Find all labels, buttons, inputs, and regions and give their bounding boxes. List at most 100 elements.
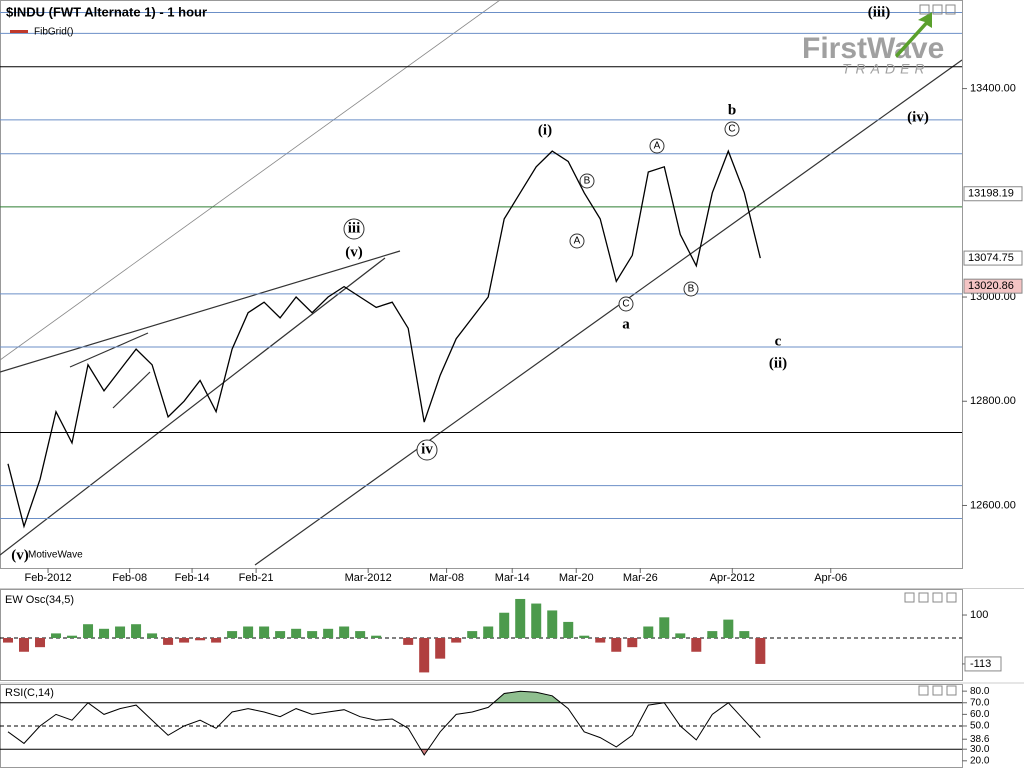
wave-label: (ii) xyxy=(769,355,787,371)
control-icon[interactable] xyxy=(932,4,943,15)
price-label-box xyxy=(963,278,1023,294)
osc-bar xyxy=(243,626,254,638)
price-label: 13198.19 xyxy=(968,188,1014,200)
control-icon[interactable] xyxy=(904,592,915,603)
osc-bar xyxy=(403,637,414,645)
x-tick-label: Mar-26 xyxy=(623,572,658,584)
trendline xyxy=(112,371,151,409)
wave-circle xyxy=(569,233,585,249)
osc-bar xyxy=(227,631,238,638)
price-label: 13074.75 xyxy=(968,252,1014,264)
osc-bar xyxy=(19,637,30,652)
wave-label: c xyxy=(775,333,782,349)
wave-circle xyxy=(343,218,365,240)
study-swatch xyxy=(10,30,28,33)
osc-bar xyxy=(499,612,510,638)
osc-bar xyxy=(67,635,78,638)
wave-label: A xyxy=(574,236,581,247)
osc-bar xyxy=(275,631,286,638)
osc-bar xyxy=(259,626,270,638)
osc-bar xyxy=(691,637,702,652)
wave-label: C xyxy=(622,299,629,310)
logo: FirstWave xyxy=(802,32,944,65)
wave-label: iii xyxy=(348,220,361,236)
trendline xyxy=(69,332,149,368)
x-tick-label: Mar-20 xyxy=(559,572,594,584)
osc-bar xyxy=(723,619,734,638)
osc-bar xyxy=(131,624,142,638)
y-tick-label: 12600.00 xyxy=(970,499,1016,511)
trendlines xyxy=(0,0,962,566)
study-label: FibGrid() xyxy=(34,27,73,38)
control-icon[interactable] xyxy=(945,4,956,15)
y-tick-label: 70.0 xyxy=(970,697,990,708)
osc-bar xyxy=(435,637,446,659)
wave-label: (i) xyxy=(538,122,552,138)
price-label-box xyxy=(963,186,1023,202)
price-pane xyxy=(0,0,963,569)
wave-label: C xyxy=(728,124,735,135)
osc-bar xyxy=(83,624,94,638)
osc-bar xyxy=(547,610,558,638)
trendline xyxy=(254,59,962,566)
osc-bar xyxy=(355,631,366,638)
osc-bar xyxy=(451,637,462,643)
wave-circle xyxy=(618,296,634,312)
x-tick-label: Apr-2012 xyxy=(710,572,755,584)
wave-label: B xyxy=(584,176,591,187)
pane-controls[interactable] xyxy=(904,4,957,696)
osc-bar xyxy=(627,637,638,648)
pane-title: EW Osc(34,5) xyxy=(5,594,74,606)
wave-circle xyxy=(724,121,740,137)
osc-bar xyxy=(739,631,750,638)
wave-label: iv xyxy=(421,441,433,457)
wave-label: A xyxy=(654,141,661,152)
wave-circle xyxy=(649,138,665,154)
control-icon[interactable] xyxy=(946,592,957,603)
trendline xyxy=(0,0,501,361)
osc-bar xyxy=(147,633,158,638)
control-icon[interactable] xyxy=(946,685,957,696)
y-tick-label: 20.0 xyxy=(970,755,990,766)
x-tick-label: Feb-14 xyxy=(175,572,210,584)
osc-bar xyxy=(115,626,126,638)
osc-bar xyxy=(515,598,526,638)
wave-label: (v) xyxy=(11,547,29,563)
control-icon[interactable] xyxy=(918,592,929,603)
y-tick-label: 13400.00 xyxy=(970,82,1016,94)
osc-bar xyxy=(99,628,110,638)
price-layer xyxy=(0,12,962,529)
osc-bar xyxy=(531,603,542,638)
osc-bar xyxy=(467,631,478,638)
osc-bar xyxy=(579,635,590,638)
osc-bar xyxy=(659,617,670,638)
chart-title: $INDU (FWT Alternate 1) - 1 hour xyxy=(6,4,207,19)
logo-sub: TRADER xyxy=(842,61,930,77)
osc-bar xyxy=(323,628,334,638)
price-label-box xyxy=(963,250,1023,266)
control-icon[interactable] xyxy=(919,4,930,15)
wave-circle xyxy=(683,281,699,297)
wave-label: b xyxy=(728,102,736,118)
price-line xyxy=(7,149,761,529)
osc-bar xyxy=(179,637,190,643)
wave-circle xyxy=(579,173,595,189)
x-tick-label: Feb-2012 xyxy=(24,572,71,584)
osc-pane xyxy=(0,589,963,681)
control-icon[interactable] xyxy=(932,592,943,603)
x-tick-label: Apr-06 xyxy=(814,572,847,584)
osc-bar xyxy=(51,633,62,638)
trendline xyxy=(0,250,401,373)
x-tick-label: Mar-14 xyxy=(495,572,530,584)
value-box xyxy=(964,656,1002,672)
y-tick-label: -113 xyxy=(970,658,991,670)
osc-bar xyxy=(163,637,174,645)
control-icon[interactable] xyxy=(932,685,943,696)
control-icon[interactable] xyxy=(918,685,929,696)
oversold-fill xyxy=(420,749,429,755)
y-tick-label: 50.0 xyxy=(970,721,990,732)
wave-label: (iii) xyxy=(868,4,891,20)
x-tick-label: Feb-08 xyxy=(112,572,147,584)
